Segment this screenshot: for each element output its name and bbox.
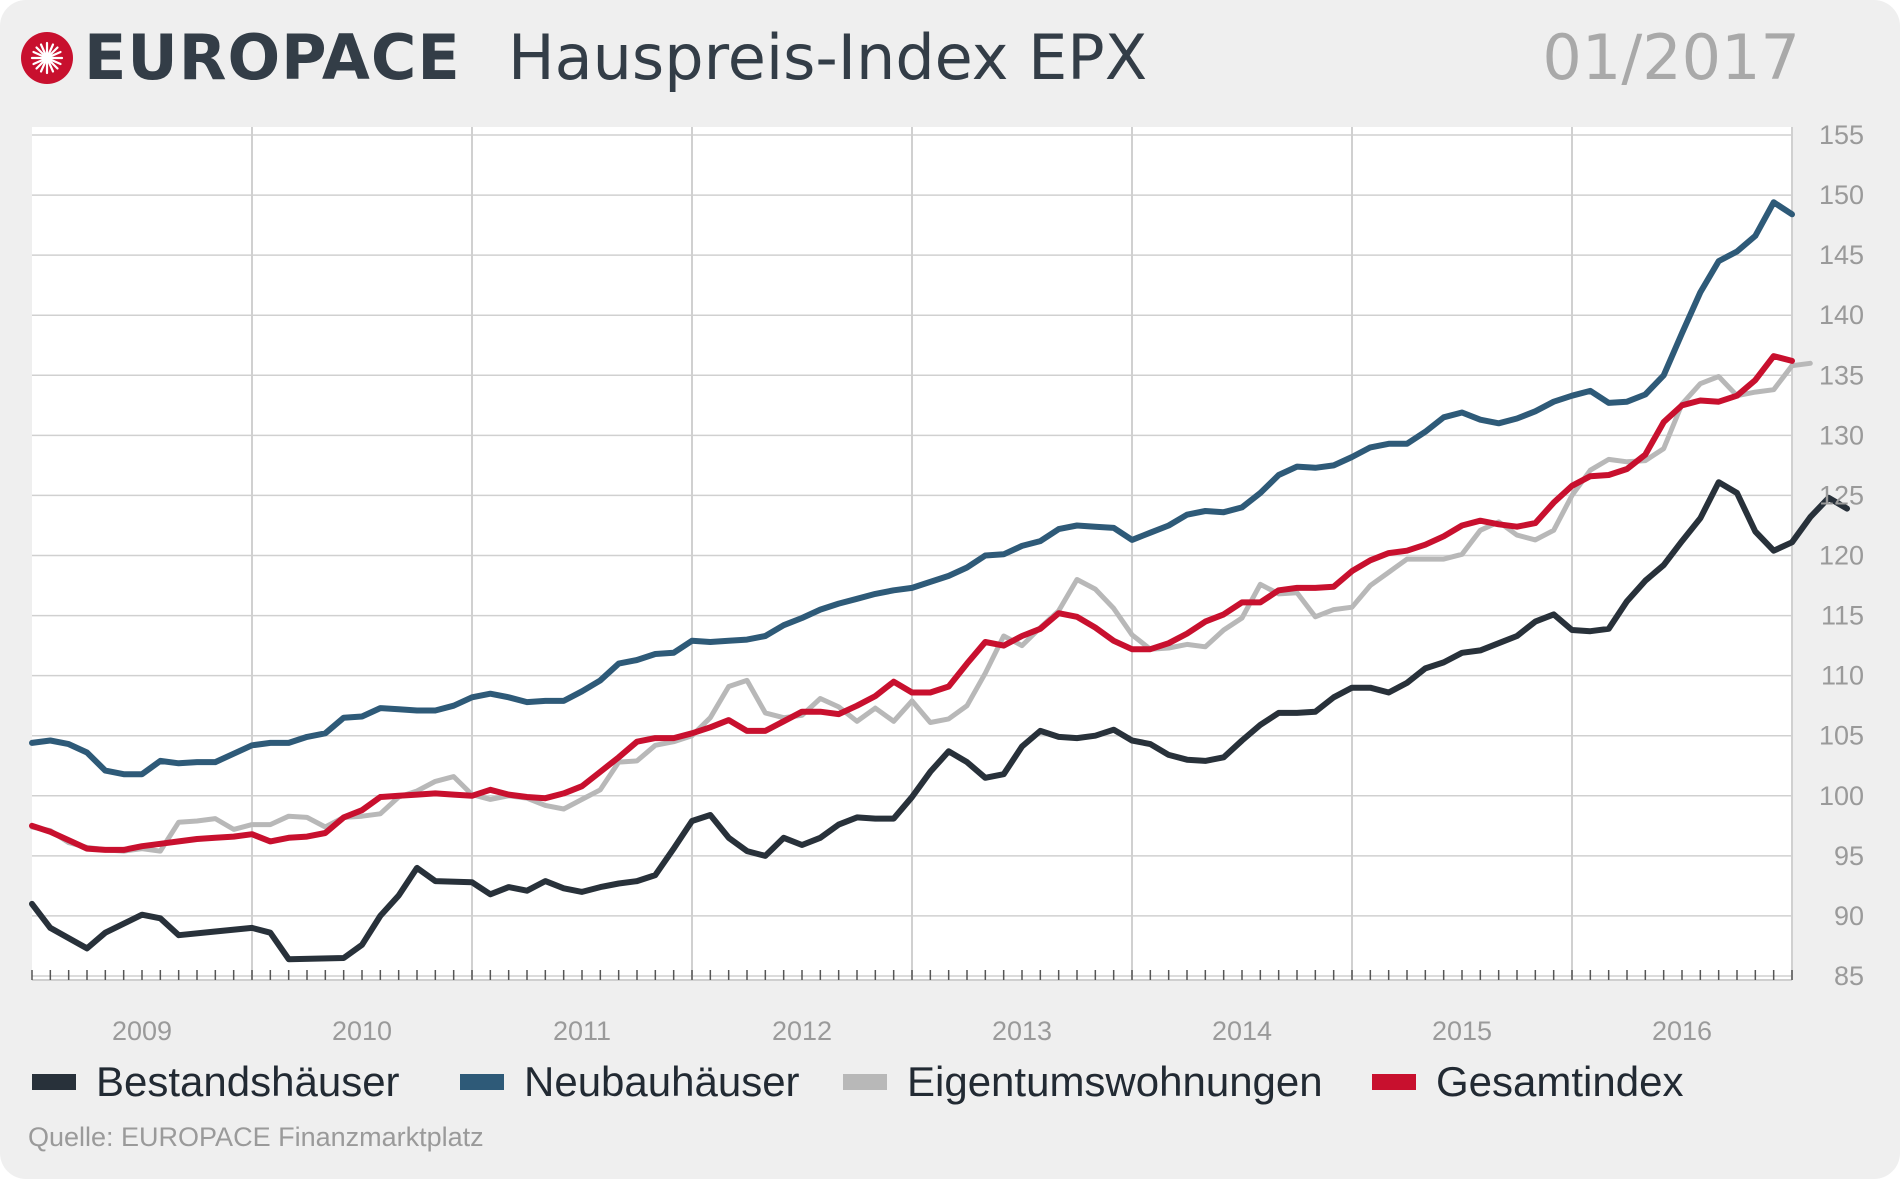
y-tick-label-145: 145: [1819, 240, 1864, 270]
series-lines: [29, 199, 1850, 963]
legend-item-neubau: Neubauhäuser: [460, 1054, 800, 1110]
series-line-neubau: [29, 199, 1795, 778]
brand-logo: EUROPACE: [18, 22, 461, 94]
legend-swatch: [32, 1074, 76, 1090]
legend-label: Gesamtindex: [1436, 1058, 1684, 1105]
legend-swatch: [843, 1074, 887, 1090]
axes: [31, 970, 1793, 981]
y-tick-label-115: 115: [1821, 601, 1864, 631]
series-line-gesamt: [29, 353, 1795, 853]
y-tick-label-120: 120: [1819, 541, 1864, 571]
legend-item-eigentum: Eigentumswohnungen: [843, 1054, 1323, 1110]
chart-title: Hauspreis-Index EPX: [508, 21, 1148, 94]
x-tick-label-2014: 2014: [1212, 1016, 1272, 1046]
legend-swatch: [1372, 1074, 1416, 1090]
tick-labels: 85 90 95 100 105 110 115 120 125 130 135 140 145 150 1…: [112, 120, 1864, 1046]
y-tick-label-90: 90: [1834, 901, 1864, 931]
y-tick-label-135: 135: [1819, 360, 1864, 390]
x-tick-label-2016: 2016: [1652, 1016, 1712, 1046]
brand-name: EUROPACE: [84, 21, 461, 94]
legend-label: Neubauhäuser: [524, 1058, 800, 1105]
y-tick-label-125: 125: [1819, 480, 1864, 510]
y-tick-label-140: 140: [1819, 300, 1864, 330]
x-tick-label-2010: 2010: [332, 1016, 392, 1046]
legend-item-bestand: Bestandshäuser: [32, 1054, 400, 1110]
y-tick-label-110: 110: [1821, 661, 1864, 691]
y-tick-label-150: 150: [1819, 180, 1864, 210]
y-tick-label-85: 85: [1834, 961, 1864, 991]
series-line-eigentum: [29, 360, 1813, 854]
legend: Bestandshäuser Neubauhäuser Eigentumswohnu…: [32, 1054, 1852, 1110]
chart-date: 01/2017: [1542, 21, 1800, 94]
grid-lines: [32, 127, 1793, 980]
legend-item-gesamt: Gesamtindex: [1372, 1054, 1683, 1110]
legend-swatch: [460, 1074, 504, 1090]
x-tick-label-2012: 2012: [772, 1016, 832, 1046]
y-tick-label-155: 155: [1819, 120, 1864, 150]
source-note: Quelle: EUROPACE Finanzmarktplatz: [28, 1122, 484, 1152]
x-tick-label-2015: 2015: [1432, 1016, 1492, 1046]
y-tick-label-130: 130: [1819, 420, 1864, 450]
line-chart: 85 90 95 100 105 110 115 120 125 130 135 140 145 150 1…: [29, 120, 1864, 1046]
legend-label: Bestandshäuser: [96, 1058, 400, 1105]
y-tick-label-95: 95: [1834, 841, 1864, 871]
europace-logo-icon: [21, 32, 73, 84]
y-tick-label-105: 105: [1819, 721, 1864, 751]
x-tick-label-2011: 2011: [553, 1016, 611, 1046]
x-tick-label-2013: 2013: [992, 1016, 1052, 1046]
legend-label: Eigentumswohnungen: [907, 1058, 1323, 1105]
series-line-bestand: [29, 479, 1850, 963]
y-tick-label-100: 100: [1819, 781, 1864, 811]
x-tick-label-2009: 2009: [112, 1016, 172, 1046]
